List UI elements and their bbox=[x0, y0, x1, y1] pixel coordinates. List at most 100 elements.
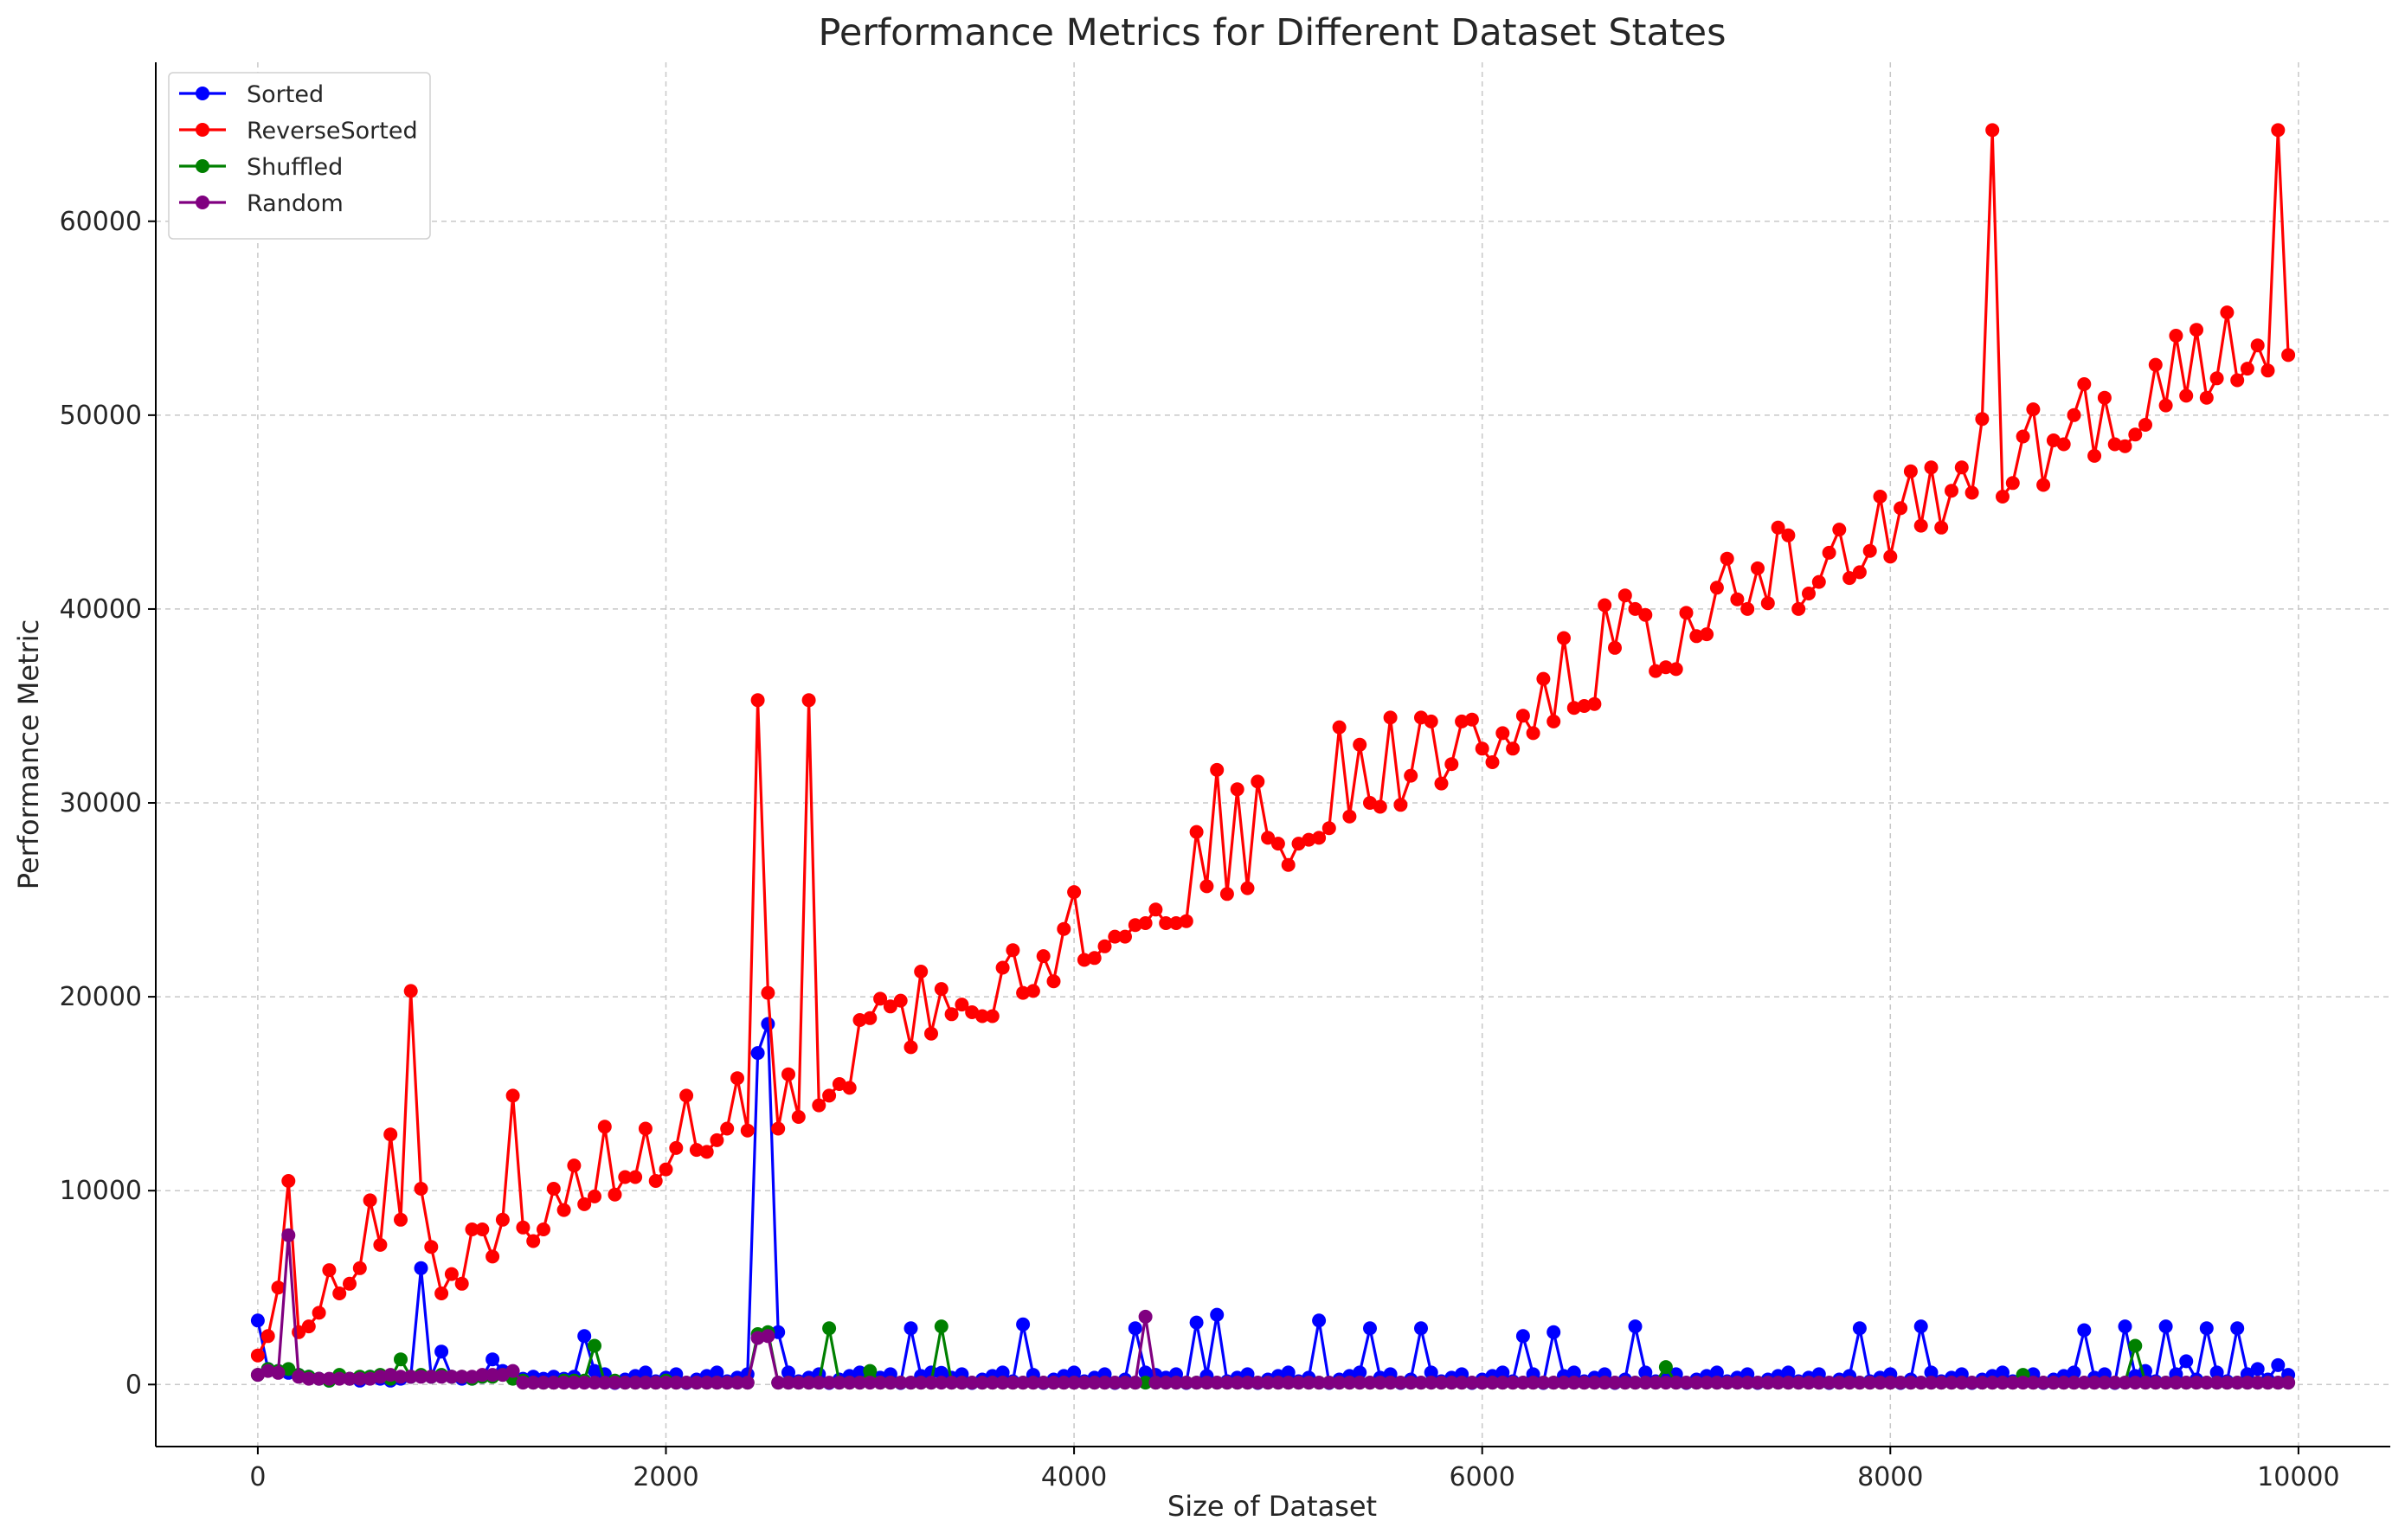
x-tick-label: 4000 bbox=[1041, 1462, 1107, 1492]
data-point bbox=[1189, 825, 1204, 839]
data-point bbox=[750, 1331, 765, 1345]
data-point bbox=[383, 1368, 398, 1383]
data-point bbox=[1363, 1376, 1377, 1390]
data-point bbox=[893, 993, 908, 1008]
data-point bbox=[1536, 1376, 1551, 1390]
data-point bbox=[1924, 1376, 1939, 1390]
x-tick-label: 0 bbox=[249, 1462, 266, 1492]
data-point bbox=[301, 1371, 316, 1386]
data-point bbox=[1230, 782, 1244, 797]
data-point bbox=[924, 1376, 938, 1390]
data-point bbox=[2220, 305, 2235, 320]
data-point bbox=[2190, 323, 2203, 337]
data-point bbox=[516, 1376, 531, 1390]
data-point bbox=[812, 1376, 826, 1390]
data-point bbox=[1210, 1307, 1225, 1322]
data-point bbox=[699, 1376, 714, 1390]
legend-label: Sorted bbox=[247, 81, 324, 108]
data-point bbox=[1342, 809, 1357, 824]
data-point bbox=[2036, 1376, 2051, 1390]
data-point bbox=[1444, 1376, 1459, 1390]
data-point bbox=[1720, 551, 1734, 566]
data-point bbox=[618, 1170, 633, 1184]
data-point bbox=[1903, 1376, 1918, 1390]
data-point bbox=[2005, 476, 2020, 491]
data-point bbox=[1455, 1376, 1469, 1390]
data-point bbox=[1006, 943, 1020, 958]
data-point bbox=[1566, 1376, 1581, 1390]
data-point bbox=[403, 1370, 418, 1384]
data-point bbox=[934, 1319, 948, 1334]
data-point bbox=[2260, 1376, 2275, 1390]
data-point bbox=[1312, 1313, 1327, 1328]
data-point bbox=[588, 1376, 601, 1390]
data-point bbox=[638, 1365, 653, 1380]
data-point bbox=[486, 1249, 500, 1264]
data-point bbox=[608, 1376, 622, 1390]
data-point bbox=[883, 1376, 897, 1390]
data-point bbox=[638, 1121, 653, 1136]
data-point bbox=[1373, 1376, 1387, 1390]
y-tick-label: 60000 bbox=[60, 207, 142, 237]
data-point bbox=[1148, 902, 1163, 917]
data-point bbox=[873, 991, 888, 1006]
data-point bbox=[944, 1007, 959, 1022]
data-point bbox=[1424, 714, 1438, 728]
data-point bbox=[1199, 879, 1214, 894]
data-point bbox=[1179, 1376, 1193, 1390]
data-point bbox=[1464, 712, 1479, 727]
data-point bbox=[628, 1376, 643, 1390]
y-tick-label: 10000 bbox=[60, 1176, 142, 1206]
data-point bbox=[2250, 1376, 2265, 1390]
data-point bbox=[1852, 1376, 1867, 1390]
data-point bbox=[1781, 1365, 1796, 1380]
data-point bbox=[2179, 388, 2194, 403]
data-point bbox=[2107, 437, 2122, 452]
data-point bbox=[1026, 1376, 1040, 1390]
x-tick-label: 8000 bbox=[1857, 1462, 1923, 1492]
data-point bbox=[914, 1376, 929, 1390]
data-point bbox=[1475, 1376, 1489, 1390]
data-point bbox=[373, 1237, 388, 1252]
data-point bbox=[1608, 640, 1622, 655]
data-point bbox=[1740, 1376, 1755, 1390]
data-point bbox=[771, 1121, 786, 1136]
data-point bbox=[1393, 798, 1408, 812]
data-point bbox=[1016, 1376, 1031, 1390]
data-point bbox=[1087, 951, 1102, 966]
data-point bbox=[679, 1088, 694, 1103]
data-point bbox=[883, 999, 897, 1014]
legend-label: Shuffled bbox=[247, 154, 343, 181]
data-point bbox=[2077, 1376, 2092, 1390]
data-point bbox=[465, 1370, 479, 1384]
data-point bbox=[588, 1338, 601, 1353]
data-point bbox=[852, 1365, 867, 1380]
series-line bbox=[257, 1234, 2289, 1384]
data-point bbox=[689, 1376, 704, 1390]
data-point bbox=[924, 1026, 938, 1041]
data-point bbox=[454, 1276, 469, 1291]
data-point bbox=[2046, 1376, 2061, 1390]
data-point bbox=[1996, 490, 2010, 504]
data-point bbox=[1842, 571, 1857, 586]
legend-box bbox=[168, 72, 431, 240]
data-point bbox=[1128, 1376, 1142, 1390]
data-point bbox=[2077, 377, 2092, 391]
data-point bbox=[577, 1376, 592, 1390]
data-point bbox=[1495, 1376, 1510, 1390]
data-point bbox=[1658, 1360, 1673, 1375]
chart-title: Performance Metrics for Different Datase… bbox=[818, 11, 1726, 55]
data-point bbox=[1862, 1376, 1877, 1390]
data-point bbox=[1281, 1365, 1296, 1380]
data-point bbox=[1577, 1376, 1592, 1390]
legend-swatch-marker bbox=[196, 123, 209, 137]
data-point bbox=[1526, 726, 1540, 741]
y-tick-label: 0 bbox=[125, 1370, 142, 1400]
data-point bbox=[546, 1182, 561, 1196]
data-point bbox=[944, 1376, 959, 1390]
data-point bbox=[628, 1170, 643, 1184]
series-layer bbox=[250, 123, 2296, 1390]
data-point bbox=[2230, 373, 2245, 388]
x-axis-label: Size of Dataset bbox=[1167, 1490, 1377, 1523]
data-point bbox=[1434, 776, 1449, 791]
